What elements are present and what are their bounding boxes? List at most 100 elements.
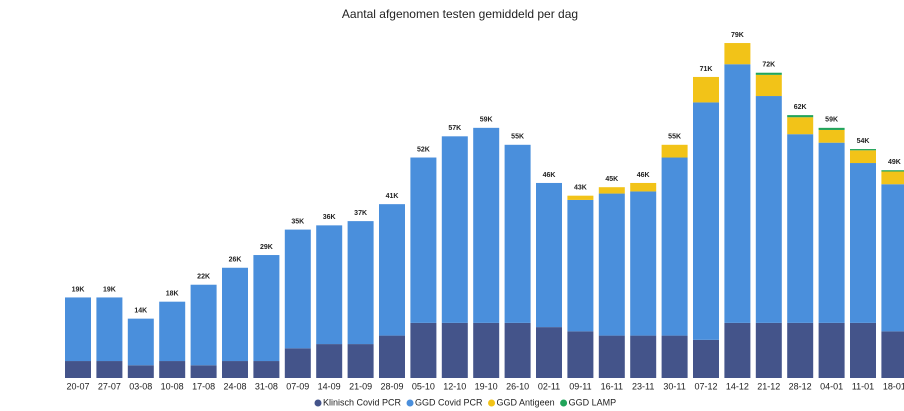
x-tick-label: 11-01 <box>852 381 874 391</box>
bar-segment <box>755 74 782 97</box>
total-label: 22K <box>197 274 210 281</box>
total-label: 79K <box>731 32 744 39</box>
bar-segment <box>127 365 154 378</box>
x-tick-label: 04-01 <box>820 381 843 391</box>
x-tick-label: 27-07 <box>98 381 121 391</box>
x-tick-label: 28-12 <box>789 381 812 391</box>
bar-segment <box>755 72 782 75</box>
legend-label: GGD Antigeen <box>497 397 555 407</box>
bar-segment <box>881 331 904 378</box>
x-tick-label: 24-08 <box>223 381 246 391</box>
x-tick-label: 17-08 <box>192 381 215 391</box>
bar-segment <box>661 335 688 378</box>
bar-segment <box>850 163 876 323</box>
x-tick-label: 14-09 <box>318 381 341 391</box>
bar-segment <box>881 170 904 172</box>
bar-segment <box>567 195 594 200</box>
bar-segment <box>850 322 876 378</box>
legend-label: Klinisch Covid PCR <box>323 397 402 407</box>
total-label: 46K <box>637 172 650 179</box>
bar-segment <box>347 344 374 378</box>
bar-segment <box>253 361 280 378</box>
x-tick-label: 09-11 <box>569 381 591 391</box>
x-tick-label: 31-08 <box>255 381 278 391</box>
total-label: 14K <box>134 307 147 314</box>
total-label: 55K <box>668 134 681 141</box>
bar-segment <box>818 127 845 130</box>
x-tick-label: 14-12 <box>726 381 749 391</box>
bar-segment <box>818 322 845 378</box>
total-label: 52K <box>417 146 430 153</box>
bar-segment <box>787 134 814 323</box>
bar-segment <box>347 221 374 345</box>
x-tick-label: 19-10 <box>475 381 498 391</box>
bar-segment <box>190 284 217 366</box>
x-tick-label: 21-12 <box>757 381 780 391</box>
bar-segment <box>724 43 751 65</box>
bar-segment <box>159 301 186 362</box>
bar-segment <box>441 322 468 378</box>
x-tick-label: 26-10 <box>506 381 529 391</box>
bar-segment <box>661 144 688 158</box>
bar-segment <box>787 117 814 135</box>
bar-segment <box>441 136 468 323</box>
bar-segment <box>818 129 845 143</box>
bar-segment <box>818 142 845 323</box>
total-label: 43K <box>574 185 587 192</box>
bar-segment <box>630 191 657 336</box>
bar-segment <box>755 96 782 323</box>
x-tick-label: 03-08 <box>129 381 152 391</box>
x-tick-label: 07-09 <box>286 381 309 391</box>
total-label: 54K <box>857 138 870 145</box>
bar-segment <box>284 229 311 349</box>
bar-segment <box>724 322 751 378</box>
bar-segment <box>693 76 719 103</box>
legend-marker <box>488 399 496 407</box>
bar-segment <box>787 115 814 118</box>
bar-segment <box>598 187 625 194</box>
bar-segment <box>222 267 248 362</box>
bar-segment <box>536 327 562 378</box>
total-label: 49K <box>888 159 901 166</box>
bar-segment <box>284 348 311 378</box>
x-tick-label: 20-07 <box>66 381 89 391</box>
x-tick-label: 21-09 <box>349 381 372 391</box>
total-label: 35K <box>291 218 304 225</box>
bar-segment <box>630 335 657 378</box>
legend: Klinisch Covid PCR GGD Covid PCR GGD Antig… <box>314 397 616 407</box>
total-label: 19K <box>72 286 85 293</box>
x-tick-label: 30-11 <box>663 381 685 391</box>
bar-segment <box>755 322 782 378</box>
bar-segment <box>567 331 594 378</box>
x-tick-label: 10-08 <box>161 381 184 391</box>
bar-segment <box>661 157 688 336</box>
total-label: 41K <box>386 193 399 200</box>
bar-segment <box>410 157 437 323</box>
bar-segment <box>316 225 343 345</box>
legend-marker <box>560 399 568 407</box>
bar-segment <box>598 193 625 336</box>
bar-segment <box>630 182 657 192</box>
bar-segment <box>598 335 625 378</box>
total-label: 36K <box>323 214 336 221</box>
bar-segment <box>473 322 500 378</box>
total-label: 46K <box>543 172 556 179</box>
bar-segment <box>881 184 904 332</box>
bar-segment <box>379 335 405 378</box>
x-tick-label: 16-11 <box>601 381 623 391</box>
total-label: 29K <box>260 244 273 251</box>
x-tick-label: 23-11 <box>632 381 654 391</box>
bar-segment <box>316 344 343 378</box>
bar-segment <box>65 361 91 378</box>
bar-segment <box>473 127 500 323</box>
bar-segment <box>190 365 217 378</box>
bar-segment <box>504 322 531 378</box>
x-tick-label: 07-12 <box>694 381 717 391</box>
bar-segment <box>693 339 719 378</box>
bar-segment <box>693 102 719 340</box>
x-tick-label: 02-11 <box>538 381 560 391</box>
total-label: 18K <box>166 291 179 298</box>
bar-segment <box>724 64 751 323</box>
